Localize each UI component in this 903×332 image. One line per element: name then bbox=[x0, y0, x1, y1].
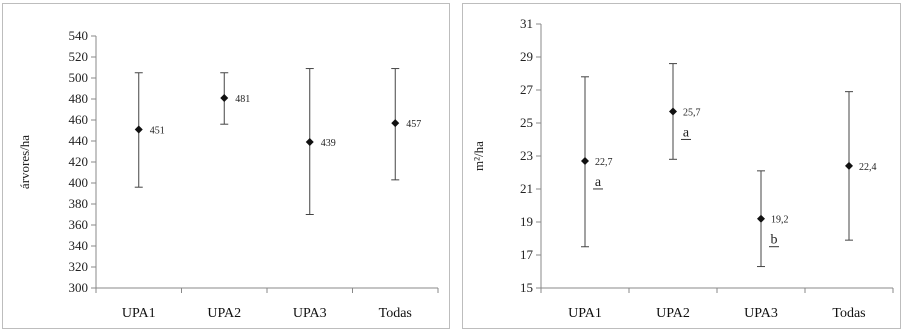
mean-marker bbox=[845, 161, 853, 170]
x-category-label: UPA2 bbox=[656, 306, 690, 321]
y-tick-label: 17 bbox=[520, 247, 534, 262]
y-tick-label: 23 bbox=[520, 148, 533, 163]
value-label: 439 bbox=[321, 138, 336, 149]
mean-marker bbox=[134, 125, 143, 134]
y-tick-label: 300 bbox=[69, 280, 89, 295]
x-category-label: Todas bbox=[379, 306, 412, 321]
y-tick-label: 380 bbox=[69, 196, 89, 211]
group-letter: a bbox=[683, 125, 690, 140]
mean-marker bbox=[581, 156, 589, 165]
y-tick-label: 15 bbox=[520, 280, 533, 295]
chart-basal-area: 15 17 19 21 23 25 27 29 31 m²/ha UPA1 22,7 a UPA2 25,7… bbox=[471, 16, 894, 321]
x-category-label: UPA1 bbox=[568, 306, 602, 321]
y-tick-label: 420 bbox=[69, 154, 89, 169]
y-tick-label: 540 bbox=[69, 28, 89, 43]
y-axis-title: árvores/ha bbox=[17, 135, 32, 189]
chart-trees-per-ha: 300 320 340 360 380 400 420 440 460 480 500 520 540 á… bbox=[17, 28, 439, 321]
x-category-label: UPA3 bbox=[744, 306, 778, 321]
value-label: 451 bbox=[150, 125, 165, 136]
y-axis-title: m²/ha bbox=[471, 141, 486, 171]
x-category-label: UPA3 bbox=[293, 306, 327, 321]
mean-marker bbox=[305, 138, 314, 147]
y-tick-label: 360 bbox=[69, 217, 89, 232]
mean-marker bbox=[391, 119, 400, 128]
y-tick-label: 21 bbox=[520, 181, 533, 196]
y-tick-label: 500 bbox=[69, 70, 89, 85]
y-tick-label: 25 bbox=[520, 115, 533, 130]
y-tick-label: 460 bbox=[69, 112, 89, 127]
y-tick-label: 440 bbox=[69, 133, 89, 148]
chart-panel-trees-per-ha: 300 320 340 360 380 400 420 440 460 480 500 520 540 á… bbox=[2, 3, 450, 329]
y-tick-label: 340 bbox=[69, 238, 89, 253]
value-label: 19,2 bbox=[771, 215, 789, 226]
y-tick-label: 400 bbox=[69, 175, 89, 190]
mean-marker bbox=[757, 214, 765, 223]
group-letter: a bbox=[595, 175, 602, 190]
chart-panel-basal-area: 15 17 19 21 23 25 27 29 31 m²/ha UPA1 22,7 a UPA2 25,7… bbox=[462, 3, 901, 329]
value-label: 481 bbox=[235, 94, 250, 105]
x-category-label: Todas bbox=[832, 306, 865, 321]
y-tick-label: 520 bbox=[69, 49, 89, 64]
value-label: 22,7 bbox=[595, 157, 613, 168]
mean-marker bbox=[220, 93, 229, 102]
y-tick-label: 27 bbox=[520, 82, 534, 97]
y-tick-label: 31 bbox=[520, 16, 533, 31]
group-letter: b bbox=[771, 233, 778, 248]
x-category-label: UPA2 bbox=[207, 306, 241, 321]
y-tick-label: 320 bbox=[69, 259, 89, 274]
value-label: 457 bbox=[406, 119, 421, 130]
value-label: 25,7 bbox=[683, 107, 701, 118]
y-tick-label: 480 bbox=[69, 91, 89, 106]
x-category-label: UPA1 bbox=[122, 306, 156, 321]
y-tick-label: 19 bbox=[520, 214, 533, 229]
y-tick-label: 29 bbox=[520, 49, 533, 64]
mean-marker bbox=[669, 107, 677, 116]
value-label: 22,4 bbox=[859, 162, 877, 173]
